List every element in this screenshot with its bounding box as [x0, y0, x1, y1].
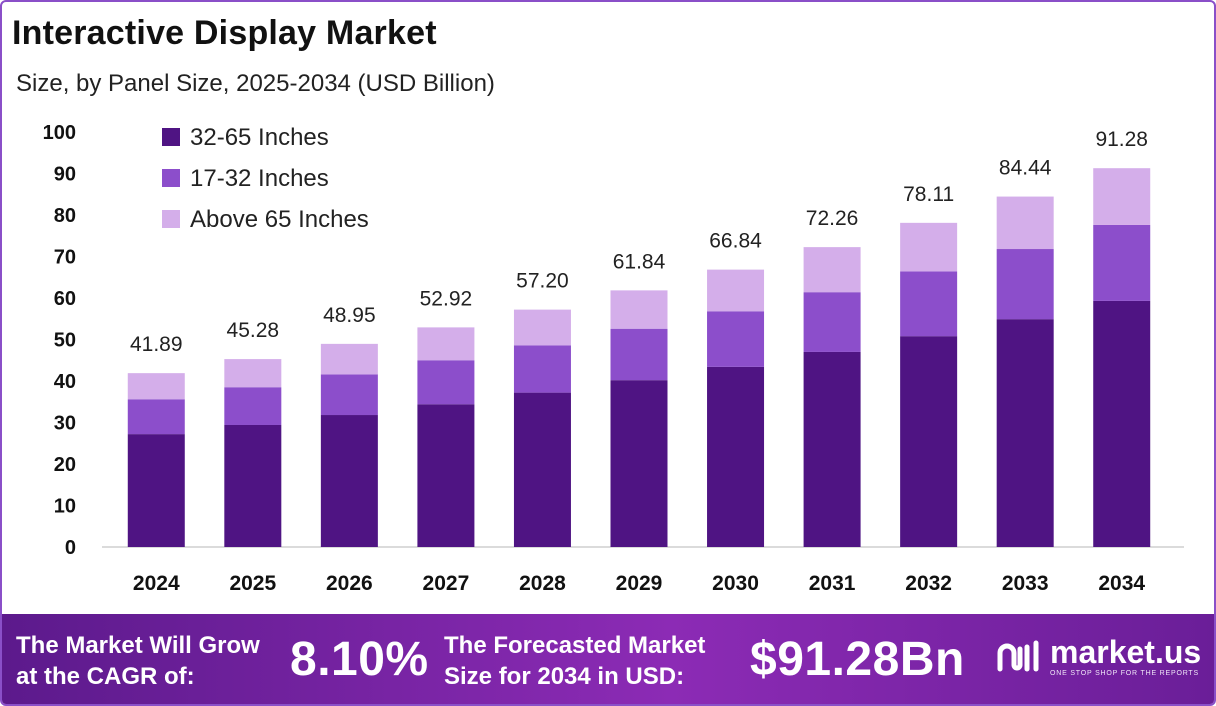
bar-segment [996, 196, 1054, 250]
bar-segment [320, 343, 378, 375]
bar-segment [996, 249, 1054, 320]
footer-banner: The Market Will Grow at the CAGR of: 8.1… [2, 614, 1214, 704]
cagr-label-line1: The Market Will Grow [16, 632, 260, 659]
legend-label: 32-65 Inches [190, 124, 329, 151]
market-us-logo-icon [997, 640, 1039, 671]
bar-total-label: 91.28 [1095, 128, 1148, 151]
bar-segment [127, 434, 185, 547]
bar-segment [803, 292, 861, 352]
y-tick-label: 90 [54, 164, 76, 186]
y-tick-label: 0 [65, 537, 76, 559]
bar-segment [417, 360, 475, 405]
bar-segment [803, 247, 861, 293]
forecast-value: $91.28Bn [750, 633, 965, 686]
x-tick-label: 2034 [1098, 572, 1145, 595]
x-tick-label: 2031 [809, 572, 856, 595]
y-tick-label: 30 [54, 413, 76, 435]
legend-label: Above 65 Inches [190, 206, 369, 233]
bar-segment [610, 380, 668, 547]
bar-segment [610, 328, 668, 381]
x-tick-label: 2025 [229, 572, 276, 595]
cagr-label-line2: at the CAGR of: [16, 663, 195, 690]
y-tick-label: 40 [54, 371, 76, 393]
legend-label: 17-32 Inches [190, 165, 329, 192]
y-tick-label: 70 [54, 247, 76, 269]
bar-total-label: 52.92 [420, 287, 473, 310]
y-tick-label: 80 [54, 205, 76, 227]
x-tick-label: 2029 [616, 572, 663, 595]
brand-name: market.us [1050, 634, 1202, 670]
bar-segment [417, 327, 475, 361]
brand-block: market.us ONE STOP SHOP FOR THE REPORTS [996, 636, 1201, 677]
x-tick-label: 2026 [326, 572, 373, 595]
forecast-label: The Forecasted Market Size for 2034 in U… [444, 630, 705, 692]
y-tick-label: 60 [54, 288, 76, 310]
bar-segment [320, 415, 378, 547]
bar-segment [900, 222, 958, 272]
legend-swatch [162, 210, 180, 228]
bar-segment [1093, 300, 1151, 547]
cagr-value: 8.10% [290, 633, 429, 686]
bar-segment [513, 309, 571, 346]
x-tick-label: 2027 [423, 572, 470, 595]
bar-total-label: 84.44 [999, 157, 1052, 180]
x-tick-label: 2033 [1002, 572, 1049, 595]
bar-segment [1093, 224, 1151, 301]
bar-segment [707, 311, 765, 367]
bar-segment [610, 290, 668, 329]
y-tick-label: 50 [54, 330, 76, 352]
bar-total-label: 57.20 [516, 270, 569, 293]
brand-tagline: ONE STOP SHOP FOR THE REPORTS [1050, 670, 1199, 677]
bar-total-label: 78.11 [903, 183, 954, 206]
bar-segment [224, 359, 282, 388]
x-tick-label: 2032 [905, 572, 952, 595]
bar-segment [224, 387, 282, 425]
stacked-bar-chart: 010203040506070809010041.89202445.282025… [43, 122, 1184, 595]
bar-segment [1093, 168, 1151, 225]
forecast-label-line2: Size for 2034 in USD: [444, 663, 685, 690]
bar-segment [320, 374, 378, 416]
y-tick-label: 10 [54, 496, 76, 518]
bar-total-label: 72.26 [806, 207, 859, 230]
bar-segment [127, 399, 185, 435]
bar-total-label: 41.89 [130, 333, 183, 356]
bar-segment [803, 351, 861, 547]
legend-swatch [162, 128, 180, 146]
bar-segment [900, 336, 958, 547]
bar-segment [900, 271, 958, 337]
x-tick-label: 2030 [712, 572, 759, 595]
bar-segment [996, 319, 1054, 547]
bar-segment [707, 269, 765, 312]
bar-total-label: 66.84 [709, 230, 762, 253]
bar-total-label: 45.28 [227, 319, 280, 342]
chart-title: Interactive Display Market [12, 14, 437, 52]
forecast-label-line1: The Forecasted Market [444, 632, 706, 659]
bar-segment [127, 373, 185, 400]
bar-segment [417, 404, 475, 547]
y-tick-label: 100 [43, 122, 76, 144]
y-tick-label: 20 [54, 454, 76, 476]
cagr-label: The Market Will Grow at the CAGR of: [16, 630, 260, 692]
bar-segment [707, 366, 765, 547]
legend-swatch [162, 169, 180, 187]
bar-segment [513, 345, 571, 393]
x-tick-label: 2024 [133, 572, 180, 595]
bar-segment [224, 424, 282, 547]
bar-segment [513, 392, 571, 547]
x-tick-label: 2028 [519, 572, 566, 595]
chart-subtitle: Size, by Panel Size, 2025-2034 (USD Bill… [16, 70, 495, 97]
bar-total-label: 48.95 [323, 304, 376, 327]
bar-total-label: 61.84 [613, 250, 666, 273]
